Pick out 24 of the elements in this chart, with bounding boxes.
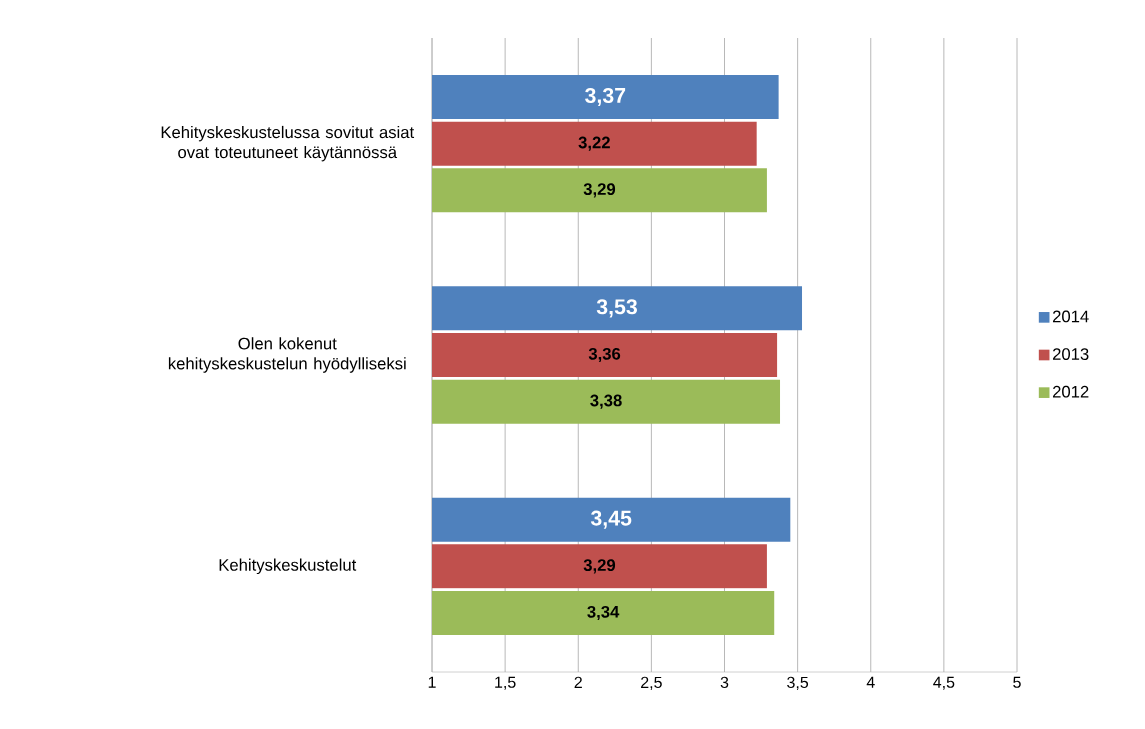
- y-tick-label: Olen kokenut kehityskeskustelun hyödylliseksi: [168, 337, 406, 373]
- y-tick-label: Kehityskeskustelussa sovitut asiat ovat toteutuneet käytännössä: [161, 125, 415, 162]
- data-label: 3,37: [585, 87, 626, 107]
- x-tick-label: 3,5: [787, 676, 809, 690]
- data-label: 3,29: [583, 183, 616, 198]
- data-label: 3,36: [588, 347, 621, 363]
- legend-label: 2012: [1052, 385, 1089, 398]
- data-label: 3,22: [578, 136, 610, 151]
- y-tick-label: Kehityskeskustelut: [219, 558, 357, 575]
- data-label: 3,53: [596, 299, 637, 318]
- legend-label: 2013: [1052, 348, 1089, 360]
- x-tick-label: 1,5: [495, 676, 516, 690]
- x-tick-label: 2,5: [641, 676, 662, 690]
- x-tick-label: 2: [574, 676, 582, 688]
- x-tick-label: 4: [866, 676, 875, 688]
- data-label: 3,45: [590, 510, 632, 529]
- legend-label: 2014: [1052, 310, 1089, 323]
- data-label: 3,34: [587, 605, 620, 621]
- x-tick-label: 5: [1013, 676, 1021, 688]
- x-tick-label: 3: [720, 676, 729, 689]
- data-label: 3,38: [590, 394, 622, 409]
- x-tick-label: 1: [428, 676, 436, 688]
- data-label: 3,29: [583, 559, 616, 574]
- x-tick-label: 4,5: [933, 676, 955, 690]
